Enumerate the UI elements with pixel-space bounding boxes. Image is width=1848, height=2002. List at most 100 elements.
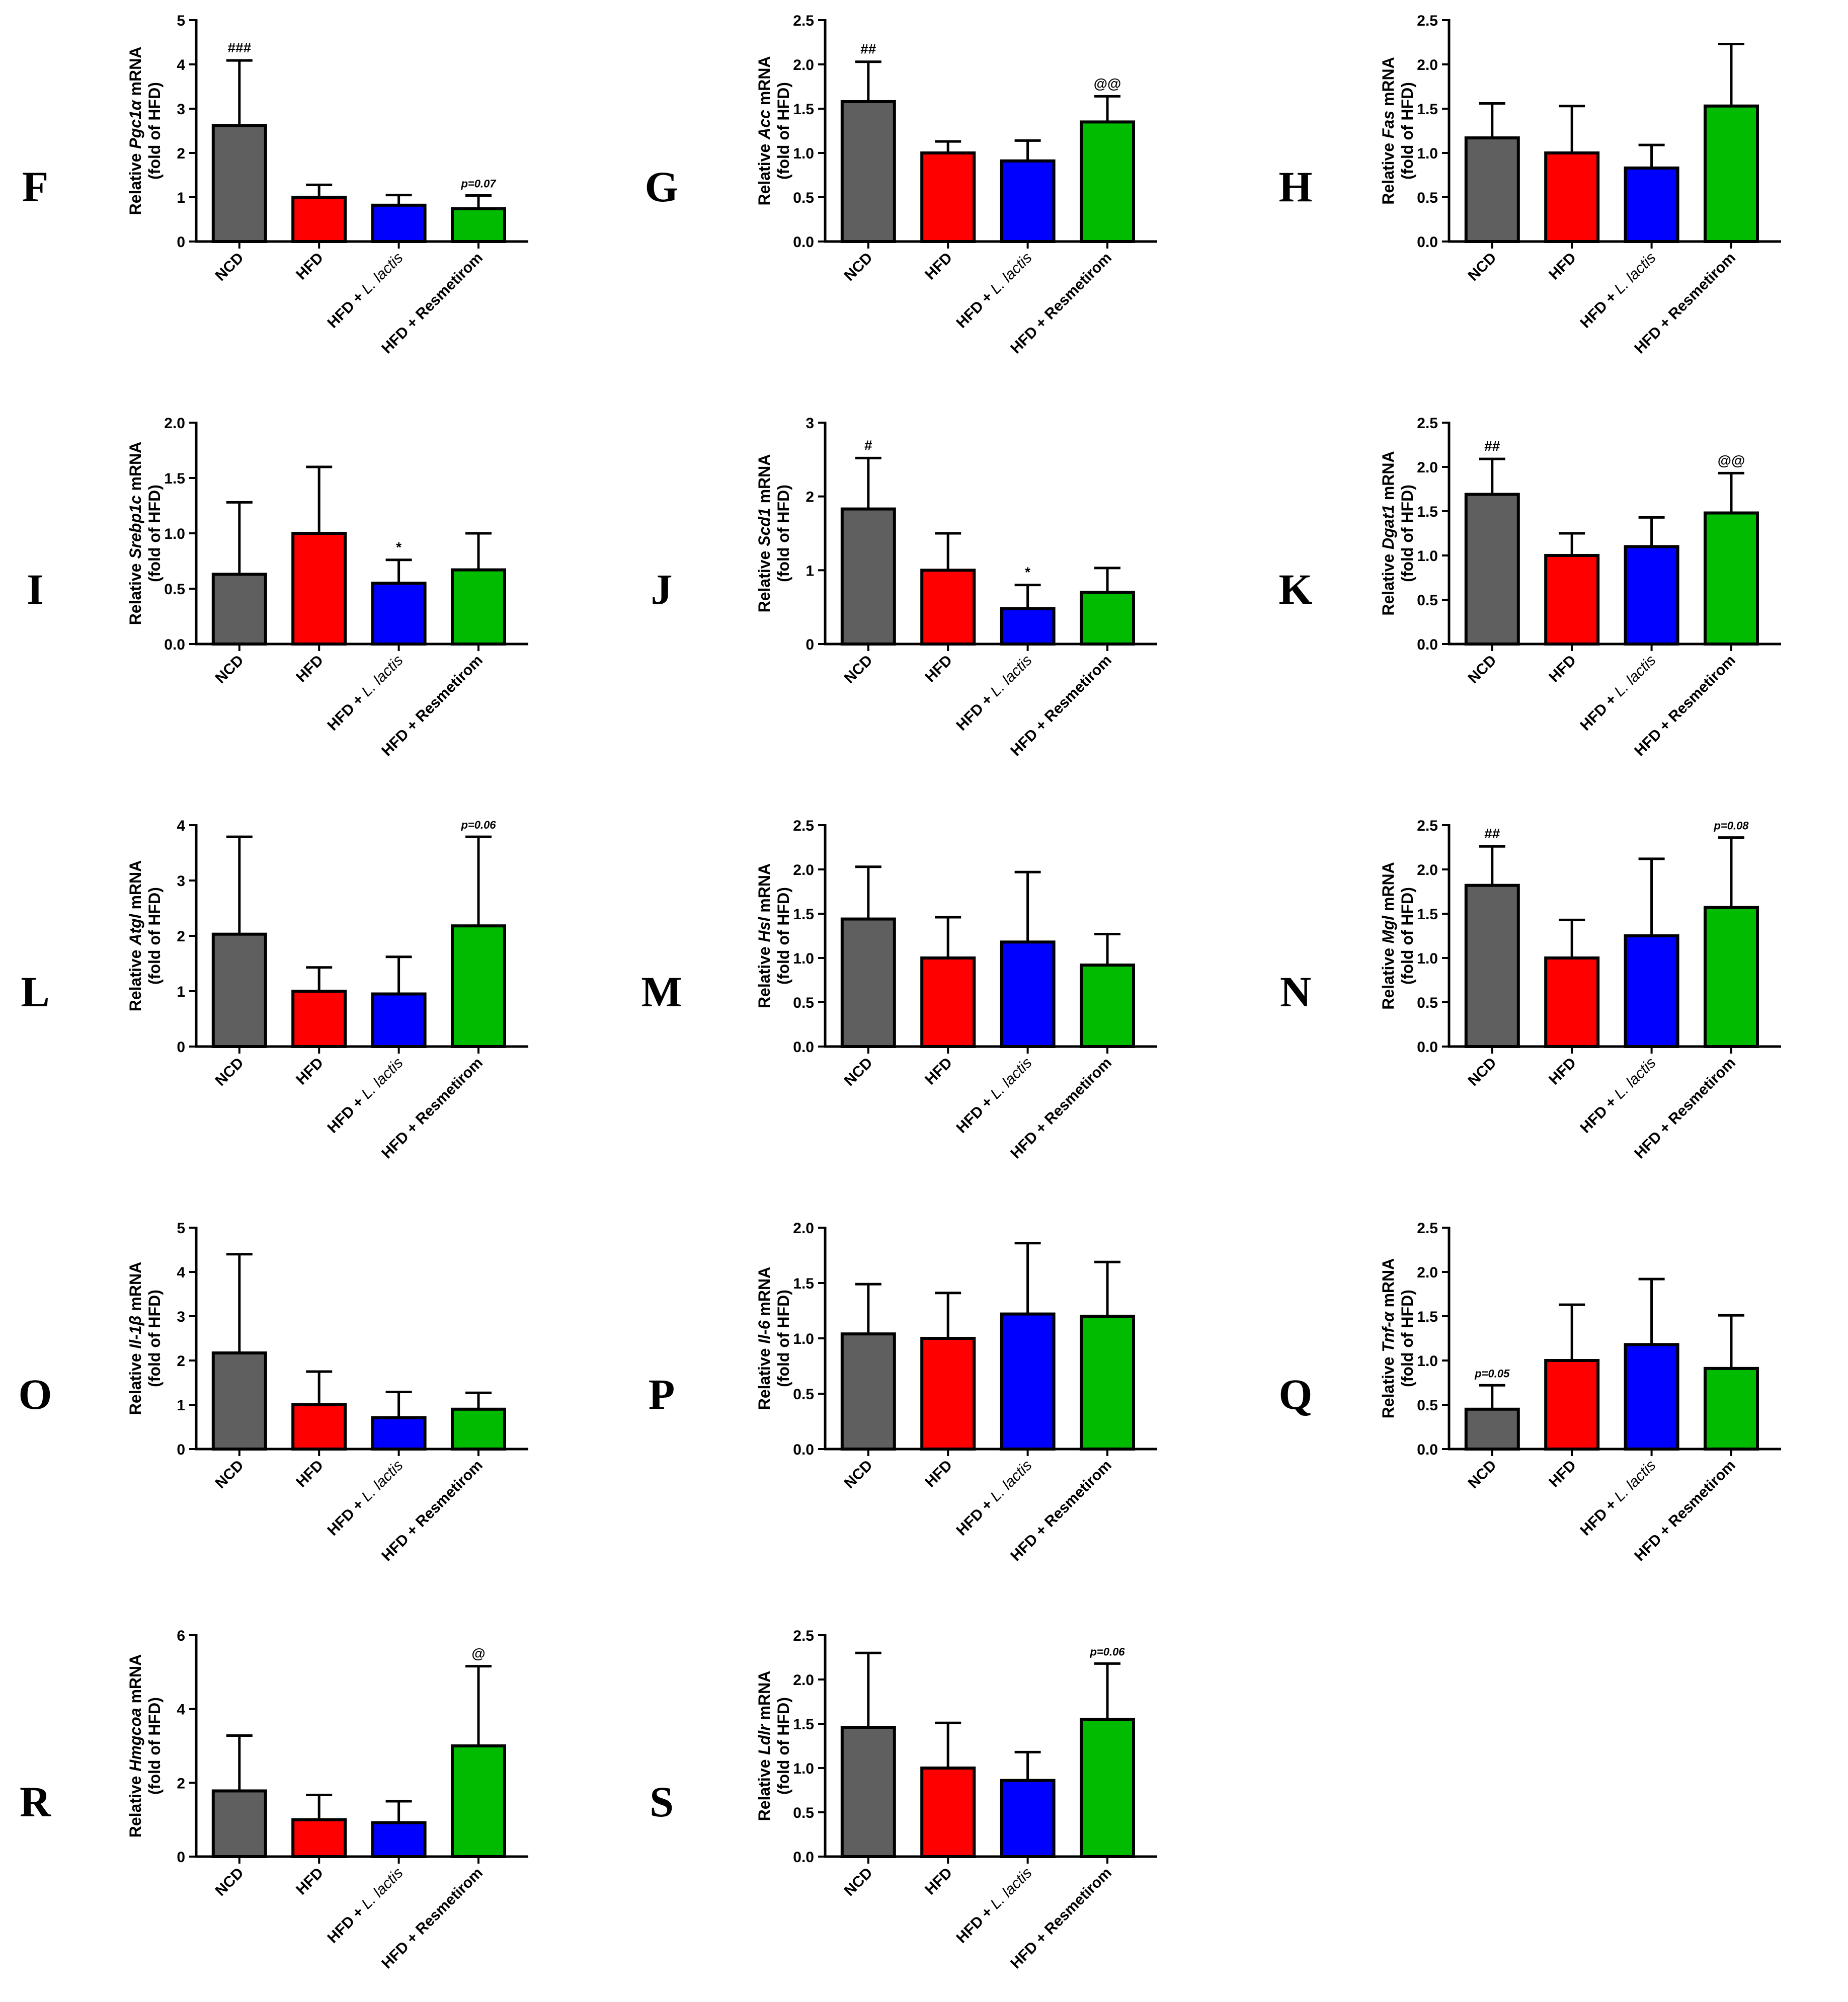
panel-l-x-tick-label: NCD bbox=[212, 1055, 247, 1089]
panel-k-y-label: Relative Dgat1 mRNA bbox=[1379, 451, 1397, 615]
panel-r-x-tick-label-part: HFD + bbox=[325, 1901, 370, 1947]
panel-l-bar-0 bbox=[211, 932, 267, 1048]
panel-f-y-label-gene: Pgc1α bbox=[126, 100, 144, 148]
panel-r-y-label-suffix: mRNA bbox=[126, 1654, 144, 1708]
panel-l-y-label-suffix: mRNA bbox=[126, 860, 144, 914]
panel-i-y-tick-label: 1.5 bbox=[164, 470, 185, 487]
panel-s-y-tick-label: 1.0 bbox=[793, 1760, 814, 1777]
panel-f-y-tick-label: 5 bbox=[177, 13, 185, 29]
panel-i-x-tick-label: HFD + L. lactis bbox=[325, 652, 407, 734]
panel-k-y-label-prefix: Relative bbox=[1379, 549, 1397, 616]
panel-r-y-label-gene: Hmgcoa bbox=[126, 1708, 144, 1771]
panel-m-y-tick-label: 2.0 bbox=[793, 862, 814, 878]
panel-h-x-tick-label-italic: L. lactis bbox=[1611, 250, 1659, 297]
panel-n-y-tick-label: 0.5 bbox=[1417, 995, 1438, 1011]
panel-j-x-tick-label-part: HFD + bbox=[953, 688, 999, 734]
panel-l-bar-2 bbox=[371, 992, 427, 1048]
panel-o-y-tick-label: 5 bbox=[177, 1220, 185, 1237]
panel-q-y-tick-label: 1.5 bbox=[1417, 1309, 1438, 1325]
panel-g-y-label: Relative Acc mRNA bbox=[755, 56, 773, 206]
panel-k-y-label-line2: (fold of HFD) bbox=[1398, 485, 1416, 582]
panel-m-x-tick-label: HFD bbox=[922, 1055, 955, 1088]
panel-s-y-label-gene: Ldlr bbox=[755, 1724, 773, 1755]
panel-o-bar-0 bbox=[211, 1351, 267, 1451]
panel-f-annotation: ### bbox=[227, 40, 251, 55]
panel-h-bar-2 bbox=[1624, 166, 1679, 244]
panel-n-bar-2 bbox=[1624, 934, 1679, 1048]
panel-m-y-tick-label: 1.0 bbox=[793, 950, 814, 967]
panel-l-y-label: Relative Atgl mRNA bbox=[126, 860, 144, 1012]
panel-s-bar-1 bbox=[920, 1767, 976, 1858]
panel-o-letter: O bbox=[19, 1370, 52, 1418]
panel-i-bar-2 bbox=[371, 582, 427, 646]
panel-m-x-tick-label: NCD bbox=[841, 1055, 875, 1089]
panel-q-y-tick-label: 2.0 bbox=[1417, 1264, 1438, 1281]
panel-g-y-label-gene: Acc bbox=[755, 110, 773, 140]
panel-p-y-label-gene: Il-6 bbox=[755, 1320, 773, 1343]
panel-p-x-tick-label: HFD bbox=[922, 1457, 955, 1491]
panel-g-y-tick-label: 0.5 bbox=[793, 190, 814, 206]
panel-o-y-label-suffix: mRNA bbox=[126, 1262, 144, 1316]
panel-m-y-tick-label: 2.5 bbox=[793, 818, 814, 834]
panel-f-x-tick-label-part: HFD + bbox=[325, 286, 370, 332]
panel-q-x-tick-label: HFD bbox=[1546, 1457, 1579, 1491]
panel-i-y-label: Relative Srebp1c mRNA bbox=[126, 442, 144, 625]
panel-r-x-tick-label-italic: L. lactis bbox=[358, 1865, 406, 1912]
panel-r-y-tick-label: 4 bbox=[177, 1702, 185, 1718]
panel-j-y-tick-label: 3 bbox=[806, 415, 814, 432]
panel-g-x-tick-label: NCD bbox=[841, 250, 875, 284]
panel-p-y-tick-label: 0.0 bbox=[793, 1442, 814, 1458]
panel-g-y-tick-label: 1.5 bbox=[793, 101, 814, 118]
panel-q-y-tick-label: 0.0 bbox=[1417, 1442, 1438, 1458]
panel-f-y-tick-label: 1 bbox=[177, 190, 185, 206]
panel-h-x-tick-label: NCD bbox=[1465, 250, 1499, 284]
panel-k-bar-3 bbox=[1704, 511, 1759, 646]
panel-k-x-tick-label-part: HFD + bbox=[1577, 688, 1623, 734]
panel-m-y-label-prefix: Relative bbox=[755, 942, 773, 1008]
panel-g-bar-2 bbox=[1000, 159, 1056, 243]
panel-f-y-label-suffix: mRNA bbox=[126, 47, 144, 101]
panel-s-x-tick-label-italic: L. lactis bbox=[987, 1865, 1035, 1912]
panel-r-bar-1 bbox=[291, 1818, 347, 1859]
panel-k-y-tick-label: 2.5 bbox=[1417, 415, 1438, 432]
panel-q-y-label-suffix: mRNA bbox=[1379, 1258, 1397, 1312]
panel-f-x-tick-label-italic: L. lactis bbox=[358, 250, 406, 297]
panel-p-bar-0 bbox=[840, 1332, 896, 1451]
panel-l-y-label-gene: Atgl bbox=[126, 913, 144, 945]
panel-p-y-tick-label: 1.5 bbox=[793, 1275, 814, 1292]
panel-m-bar-2 bbox=[1000, 940, 1056, 1048]
panel-n-x-tick-label: NCD bbox=[1465, 1055, 1499, 1089]
panel-s-bar-3 bbox=[1080, 1718, 1135, 1858]
panel-n-y-label-suffix: mRNA bbox=[1379, 862, 1397, 916]
panel-q-bar-0 bbox=[1464, 1407, 1520, 1451]
panel-l-x-tick-label: HFD bbox=[293, 1055, 327, 1088]
panel-i-y-tick-label: 1.0 bbox=[164, 526, 185, 542]
panel-r-x-tick-label: HFD + L. lactis bbox=[325, 1865, 407, 1947]
panel-h-y-tick-label: 0.0 bbox=[1417, 234, 1438, 251]
panel-i-bar-3 bbox=[451, 568, 506, 646]
panel-q-y-tick-label: 2.5 bbox=[1417, 1220, 1438, 1237]
panel-m-x-tick-label: HFD + L. lactis bbox=[953, 1055, 1035, 1137]
panel-p: P 0.0 0.5 1.0 1.5 2.0 Relative Il-6 mRNA (fold … bbox=[649, 1220, 1157, 1564]
panel-i-annotation: * bbox=[396, 539, 401, 555]
panel-s-y-tick-label: 1.5 bbox=[793, 1716, 814, 1733]
panel-q-x-tick-label: HFD + L. lactis bbox=[1577, 1457, 1659, 1539]
panel-k-y-tick-label: 1.0 bbox=[1417, 548, 1438, 565]
panel-r-x-tick-label: HFD bbox=[293, 1865, 327, 1898]
panel-h-x-tick-label: HFD bbox=[1546, 250, 1579, 283]
panel-n-bar-1 bbox=[1544, 956, 1600, 1048]
panel-r-y-tick-label: 2 bbox=[177, 1775, 185, 1792]
panel-f-bar-3 bbox=[451, 207, 506, 244]
panel-f-bar-2 bbox=[371, 203, 427, 243]
panel-n-y-tick-label: 2.5 bbox=[1417, 818, 1438, 834]
panel-h-y-tick-label: 1.0 bbox=[1417, 145, 1438, 162]
panel-l-annotation: p=0.06 bbox=[460, 819, 496, 831]
panel-i-y-tick-label: 2.0 bbox=[164, 415, 185, 432]
panel-j-y-tick-label: 1 bbox=[806, 563, 814, 579]
panel-q-annotation: p=0.05 bbox=[1474, 1367, 1510, 1380]
panel-o-y-label-line2: (fold of HFD) bbox=[145, 1290, 164, 1387]
panel-r-y-tick-label: 0 bbox=[177, 1849, 185, 1866]
panel-s-bar-0 bbox=[840, 1726, 896, 1859]
panel-h-y-tick-label: 2.0 bbox=[1417, 57, 1438, 73]
panel-g-x-tick-label-part: HFD + bbox=[953, 286, 999, 332]
